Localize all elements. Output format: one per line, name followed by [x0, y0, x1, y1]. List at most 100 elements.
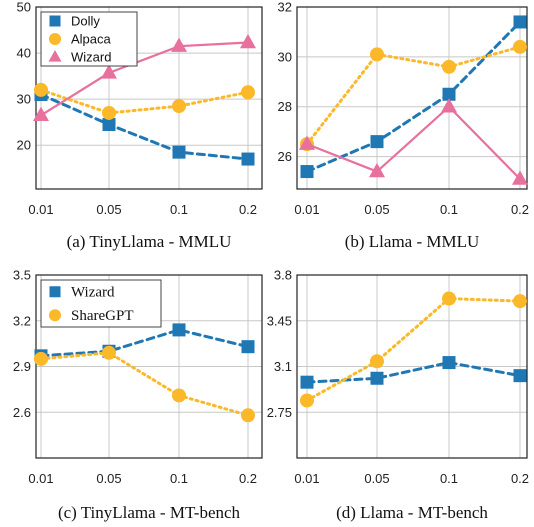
series-wizard: [300, 356, 527, 389]
data-point: [241, 85, 255, 100]
data-point: [512, 170, 528, 185]
legend-marker: [48, 49, 62, 62]
data-point: [442, 59, 456, 74]
data-point: [370, 135, 384, 149]
x-tick-label: 0.01: [294, 471, 319, 486]
y-tick-label: 28: [278, 99, 292, 114]
y-tick-label: 20: [17, 138, 31, 153]
legend-label: Alpaca: [71, 32, 112, 47]
chart-caption: (a) TinyLlama - MMLU: [67, 232, 232, 251]
x-tick-label: 0.2: [239, 202, 257, 217]
chart-panel-3: 2.75 3.1 3.45 3.8 0.01 0.05 0.1 0.2 (d) Llama - …: [267, 268, 529, 523]
series-alpaca: [34, 82, 255, 120]
x-tick-label: 0.1: [170, 471, 188, 486]
data-point: [513, 369, 527, 383]
y-tick-label: 40: [17, 46, 31, 61]
y-tick-label: 2.6: [13, 405, 31, 420]
series-line: [39, 93, 250, 161]
x-tick-label: 0.1: [440, 471, 458, 486]
x-tick-label: 0.2: [511, 202, 529, 217]
series-line: [305, 45, 522, 146]
series-wizard: [33, 33, 256, 122]
legend-label: ShareGPT: [71, 308, 134, 324]
y-tick-label: 30: [17, 92, 31, 107]
data-point: [442, 87, 456, 101]
series-sharegpt: [34, 345, 255, 423]
series-wizard: [299, 98, 528, 185]
data-point: [102, 117, 116, 131]
legend-marker: [49, 33, 61, 45]
legend: Dolly Alpaca Wizard: [40, 11, 138, 67]
data-point: [241, 408, 255, 423]
series-dolly: [300, 15, 527, 179]
y-tick-label: 2.75: [267, 405, 292, 420]
data-point: [370, 354, 384, 369]
x-tick-label: 0.05: [364, 471, 389, 486]
data-point: [513, 39, 527, 54]
x-tick-label: 0.05: [96, 202, 121, 217]
y-tick-label: 3.2: [13, 313, 31, 328]
data-point: [172, 145, 186, 159]
chart-caption: (c) TinyLlama - MT-bench: [58, 503, 241, 522]
y-tick-label: 26: [278, 149, 292, 164]
data-point: [370, 47, 384, 62]
data-point: [101, 64, 117, 79]
data-point: [172, 323, 186, 337]
series-line: [305, 361, 522, 384]
chart-panel-1: 26 28 30 32 0.01 0.05 0.1 0.2 (b) Llama - MMLU: [278, 0, 530, 251]
data-point: [241, 152, 255, 166]
legend-box: [40, 279, 162, 328]
chart-caption: (d) Llama - MT-bench: [336, 503, 488, 522]
legend-label: Wizard: [71, 284, 115, 300]
x-tick-label: 0.05: [364, 202, 389, 217]
y-tick-label: 3.8: [274, 268, 292, 283]
y-tick-label: 3.5: [13, 268, 31, 283]
data-point: [33, 106, 49, 122]
plot-frame: [296, 274, 528, 459]
data-point: [172, 388, 186, 403]
x-tick-label: 0.01: [294, 202, 319, 217]
x-tick-label: 0.05: [96, 471, 121, 486]
x-tick-label: 0.01: [28, 471, 53, 486]
legend-label: Dolly: [71, 14, 100, 29]
series-line: [39, 351, 250, 417]
data-point: [172, 99, 186, 114]
data-point: [240, 33, 256, 49]
data-point: [102, 345, 116, 360]
legend: Wizard ShareGPT: [40, 279, 162, 328]
data-point: [300, 393, 314, 408]
plot-frame: [296, 6, 528, 190]
y-tick-label: 3.1: [274, 359, 292, 374]
legend-marker: [49, 309, 61, 322]
y-tick-label: 2.9: [13, 359, 31, 374]
series-line: [39, 88, 250, 115]
legend-marker: [49, 286, 61, 298]
data-point: [299, 135, 315, 150]
y-tick-label: 50: [17, 0, 31, 15]
data-point: [441, 98, 457, 113]
data-point: [34, 82, 48, 97]
series-sharegpt: [300, 291, 527, 408]
series-line: [39, 41, 250, 117]
data-point: [369, 162, 385, 178]
x-tick-label: 0.1: [170, 202, 188, 217]
chart-caption: (b) Llama - MMLU: [345, 232, 480, 251]
data-point: [513, 15, 527, 29]
series-line: [39, 328, 250, 358]
plot-frame: [35, 274, 263, 459]
x-tick-label: 0.01: [28, 202, 53, 217]
legend-marker: [49, 15, 61, 27]
series-line: [305, 105, 522, 181]
data-point: [241, 340, 255, 354]
data-point: [300, 375, 314, 389]
data-point: [442, 291, 456, 306]
data-point: [442, 356, 456, 370]
x-tick-label: 0.1: [440, 202, 458, 217]
y-tick-label: 3.45: [267, 313, 292, 328]
data-point: [370, 371, 384, 385]
data-point: [171, 37, 187, 52]
y-tick-label: 30: [278, 49, 292, 64]
data-point: [34, 351, 48, 366]
data-point: [300, 165, 314, 179]
series-line: [305, 297, 522, 402]
